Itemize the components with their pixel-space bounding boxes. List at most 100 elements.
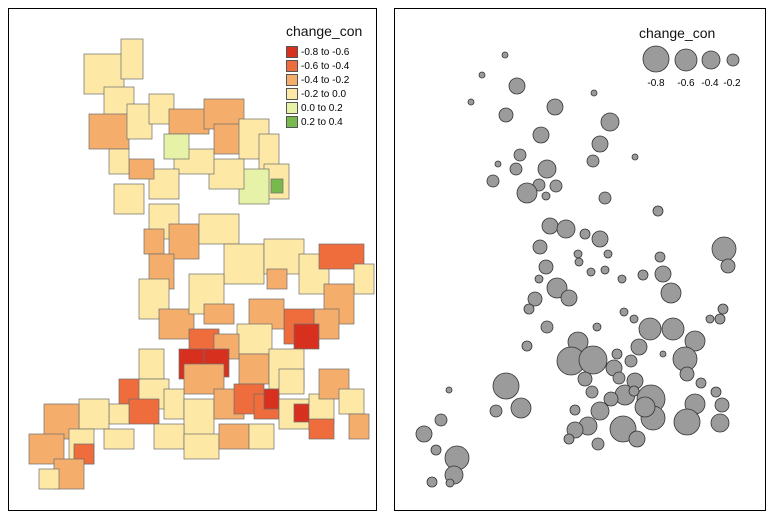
map-region <box>248 423 275 450</box>
map-region <box>103 428 135 450</box>
map-region <box>138 348 165 380</box>
map-region <box>143 228 165 255</box>
map-bubble <box>710 386 722 398</box>
map-region <box>238 353 270 385</box>
bubble-legend-label: -0.8 <box>647 78 665 89</box>
legend-item: -0.2 to 0.0 <box>286 88 346 101</box>
map-bubble <box>510 397 532 419</box>
map-bubble <box>717 303 729 315</box>
bubble-legend-label: -0.4 <box>701 78 719 89</box>
map-bubble <box>603 249 613 259</box>
map-bubble <box>619 307 629 317</box>
map-bubble <box>611 348 623 360</box>
legend-item: -0.8 to -0.6 <box>286 46 349 59</box>
map-bubble <box>592 322 602 332</box>
map-region <box>108 148 130 175</box>
map-region <box>88 113 130 150</box>
map-bubble <box>586 267 596 277</box>
map-region <box>208 158 245 190</box>
map-bubble <box>591 230 609 248</box>
bubble-legend-label: -0.6 <box>677 78 695 89</box>
map-bubble <box>540 320 554 334</box>
map-region <box>163 133 190 160</box>
legend-bubble <box>726 53 740 67</box>
map-region <box>113 183 145 215</box>
map-bubble <box>695 377 707 389</box>
map-region <box>168 108 210 135</box>
map-bubble <box>629 314 639 324</box>
legend-bubble <box>701 50 721 70</box>
map-bubble <box>612 371 626 385</box>
map-region <box>223 243 265 285</box>
map-bubble <box>498 107 514 123</box>
map-bubble <box>569 404 581 416</box>
map-bubble <box>654 265 672 283</box>
map-region <box>263 388 280 410</box>
map-region <box>203 303 235 325</box>
map-bubble <box>624 354 638 368</box>
map-bubble <box>541 191 551 201</box>
legend-item: -0.6 to -0.4 <box>286 60 349 73</box>
legend-swatch <box>286 46 298 58</box>
map-region <box>128 398 160 425</box>
map-bubble <box>541 217 559 235</box>
map-region <box>308 418 335 440</box>
bubble-map-panel: change_con -0.8 -0.6 -0.4 -0.2 <box>394 8 766 511</box>
map-region <box>338 388 365 415</box>
map-region <box>236 323 273 355</box>
legend-label: -0.2 to 0.0 <box>301 89 347 100</box>
map-region <box>38 468 60 490</box>
map-bubble <box>546 98 564 116</box>
map-region <box>293 323 320 350</box>
map-bubble <box>546 277 568 299</box>
map-bubble <box>430 444 442 456</box>
map-region <box>168 223 200 260</box>
map-bubble <box>537 159 557 179</box>
legend-label: -0.8 to -0.6 <box>301 47 350 58</box>
map-bubble <box>577 371 593 387</box>
map-bubble <box>521 340 533 352</box>
legend-swatch <box>286 116 298 128</box>
map-bubble <box>478 71 486 79</box>
map-region <box>353 263 375 295</box>
map-bubble <box>508 77 526 95</box>
map-bubble <box>710 413 730 433</box>
map-region <box>128 158 155 180</box>
legend-label: 0.0 to 0.2 <box>301 103 343 114</box>
map-region <box>120 38 144 80</box>
map-region <box>158 308 195 340</box>
map-bubble <box>538 259 554 275</box>
map-region <box>218 423 250 450</box>
map-bubble <box>489 404 503 418</box>
legend-bubble <box>642 45 670 73</box>
legend-swatch <box>286 60 298 72</box>
map-bubble <box>714 313 726 325</box>
map-bubble <box>523 303 535 315</box>
map-region <box>126 103 153 140</box>
map-bubble <box>445 386 453 394</box>
map-region <box>270 178 284 194</box>
legend-label: -0.6 to -0.4 <box>301 61 350 72</box>
map-region <box>163 388 185 420</box>
map-bubble <box>486 174 500 188</box>
map-bubble <box>445 478 455 488</box>
map-bubble <box>617 274 627 284</box>
map-bubble <box>637 269 649 281</box>
map-bubble <box>679 366 695 382</box>
map-bubble <box>426 476 438 488</box>
map-bubble <box>516 182 538 204</box>
choropleth-map <box>28 38 375 490</box>
choropleth-legend-title: change_con <box>286 23 363 39</box>
map-bubble <box>590 89 598 97</box>
map-bubble <box>684 330 706 352</box>
map-bubble <box>501 51 509 59</box>
bubble-map <box>415 45 740 488</box>
map-bubble <box>598 191 612 205</box>
legend-bubble <box>674 48 698 72</box>
map-bubble <box>573 249 583 259</box>
map-bubble <box>600 265 610 275</box>
map-bubble <box>574 257 584 267</box>
map-bubble <box>513 148 527 162</box>
legend-swatch <box>286 88 298 100</box>
map-bubble <box>711 236 737 262</box>
